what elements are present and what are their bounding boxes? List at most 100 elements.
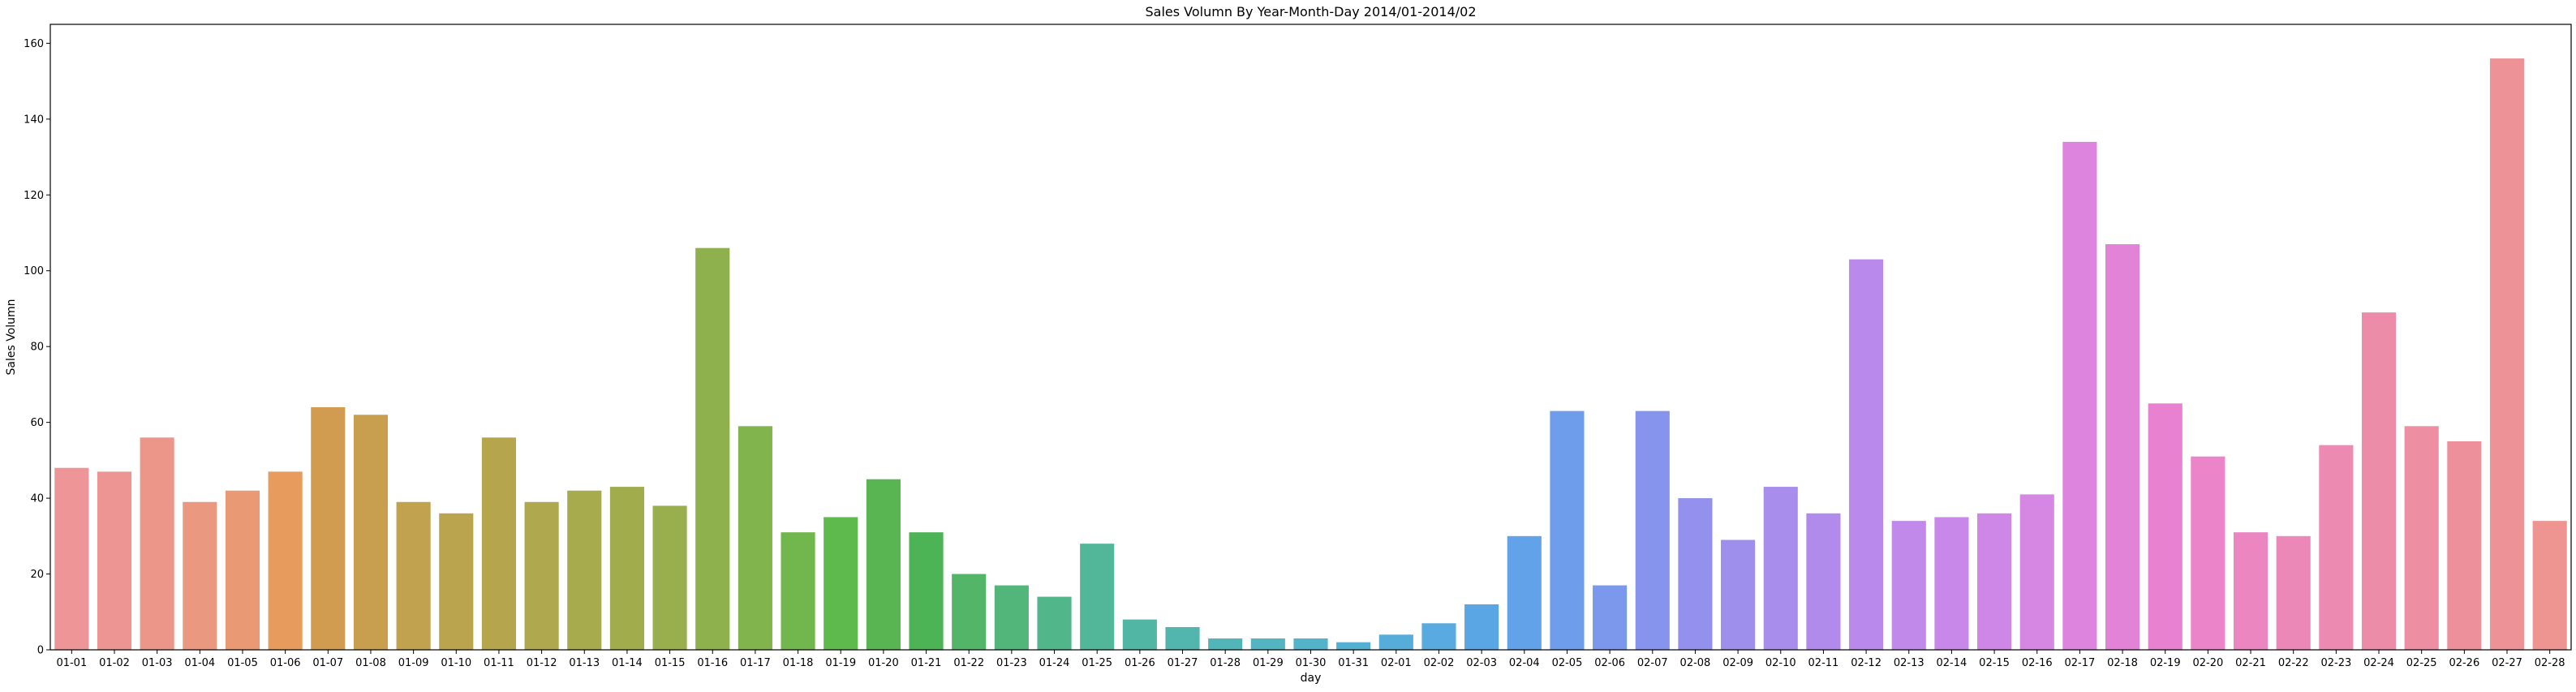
bar-01-13 <box>567 490 602 650</box>
y-tick-label: 160 <box>24 38 44 50</box>
bar-02-20 <box>2191 456 2226 650</box>
bar-01-07 <box>311 406 346 650</box>
x-tick-label: 02-08 <box>1680 657 1711 669</box>
bar-02-25 <box>2404 426 2439 650</box>
x-tick-label: 02-13 <box>1894 657 1924 669</box>
x-tick-label: 02-19 <box>2150 657 2181 669</box>
x-tick-label: 01-15 <box>655 657 686 669</box>
x-tick-label: 02-27 <box>2492 657 2522 669</box>
bar-01-28 <box>1208 638 1243 650</box>
x-tick-label: 02-01 <box>1381 657 1412 669</box>
x-tick-label: 01-07 <box>312 657 343 669</box>
x-tick-label: 01-25 <box>1082 657 1112 669</box>
x-tick-label: 02-03 <box>1466 657 1497 669</box>
bar-01-30 <box>1293 638 1328 650</box>
bar-01-16 <box>695 247 730 650</box>
bar-02-10 <box>1763 487 1798 650</box>
bar-01-15 <box>652 505 687 650</box>
bar-01-19 <box>824 517 858 650</box>
x-tick-label: 01-26 <box>1125 657 1155 669</box>
bar-02-08 <box>1678 498 1713 650</box>
x-tick-label: 01-17 <box>740 657 771 669</box>
bar-02-07 <box>1635 410 1670 650</box>
bar-02-18 <box>2105 244 2140 650</box>
bar-01-01 <box>54 467 89 650</box>
x-tick-label: 01-20 <box>868 657 899 669</box>
bar-01-21 <box>909 532 944 650</box>
bar-01-23 <box>994 585 1029 650</box>
bar-02-26 <box>2447 441 2482 650</box>
x-tick-label: 01-02 <box>99 657 130 669</box>
x-tick-label: 02-06 <box>1594 657 1625 669</box>
x-tick-label: 01-11 <box>484 657 514 669</box>
bar-01-09 <box>396 501 431 650</box>
x-tick-label: 02-10 <box>1765 657 1796 669</box>
x-tick-label: 01-18 <box>783 657 814 669</box>
x-axis-ticks: 01-01 01-02 01-03 01-04 01-05 01-06 01-07 01-08… <box>56 650 2565 669</box>
x-tick-label: 02-05 <box>1552 657 1583 669</box>
bar-01-03 <box>140 437 174 650</box>
x-tick-label: 02-02 <box>1424 657 1455 669</box>
x-tick-label: 02-24 <box>2363 657 2394 669</box>
bar-02-17 <box>2062 141 2097 650</box>
bar-01-22 <box>952 574 987 650</box>
x-tick-label: 01-19 <box>825 657 856 669</box>
x-tick-label: 02-21 <box>2235 657 2266 669</box>
x-tick-label: 01-23 <box>996 657 1027 669</box>
y-tick-label: 120 <box>24 190 44 202</box>
y-axis-label: Sales Volumn <box>5 299 18 375</box>
bar-01-12 <box>524 501 559 650</box>
bar-01-11 <box>481 437 517 650</box>
y-tick-label: 80 <box>30 342 44 354</box>
x-tick-label: 01-12 <box>527 657 557 669</box>
y-tick-label: 0 <box>37 645 44 657</box>
bars <box>54 58 2567 650</box>
bar-02-09 <box>1721 539 1756 650</box>
x-tick-label: 01-30 <box>1296 657 1327 669</box>
bar-01-20 <box>866 479 901 650</box>
x-axis-label: day <box>1301 672 1322 685</box>
x-tick-label: 02-17 <box>2065 657 2096 669</box>
bar-01-27 <box>1165 626 1200 650</box>
bar-02-22 <box>2276 535 2311 650</box>
bar-01-25 <box>1080 544 1115 650</box>
bar-02-05 <box>1550 410 1585 650</box>
bar-01-04 <box>183 501 217 650</box>
x-tick-label: 01-24 <box>1039 657 1070 669</box>
x-tick-label: 01-22 <box>953 657 984 669</box>
bar-01-18 <box>781 532 815 650</box>
x-tick-label: 02-26 <box>2449 657 2479 669</box>
x-tick-label: 01-09 <box>398 657 429 669</box>
x-tick-label: 01-04 <box>184 657 215 669</box>
x-tick-label: 01-08 <box>355 657 386 669</box>
x-tick-label: 01-10 <box>441 657 471 669</box>
bar-02-14 <box>1934 517 1969 650</box>
x-tick-label: 02-14 <box>1937 657 1967 669</box>
y-tick-label: 60 <box>30 417 44 429</box>
bar-02-04 <box>1507 535 1542 650</box>
x-tick-label: 02-12 <box>1851 657 1881 669</box>
bar-02-15 <box>1977 513 2012 650</box>
x-tick-label: 02-07 <box>1637 657 1668 669</box>
bar-02-21 <box>2233 532 2269 650</box>
x-tick-label: 01-28 <box>1210 657 1241 669</box>
bar-02-02 <box>1421 623 1456 650</box>
chart-title: Sales Volumn By Year-Month-Day 2014/01-2… <box>1145 4 1476 19</box>
bar-02-03 <box>1464 604 1499 650</box>
bar-01-24 <box>1037 596 1072 650</box>
bar-01-14 <box>609 487 644 650</box>
bar-01-29 <box>1250 638 1285 650</box>
x-tick-label: 02-11 <box>1808 657 1839 669</box>
x-tick-label: 01-13 <box>569 657 600 669</box>
x-tick-label: 02-15 <box>1979 657 2010 669</box>
x-tick-label: 02-18 <box>2107 657 2138 669</box>
x-tick-label: 01-31 <box>1338 657 1369 669</box>
bar-02-12 <box>1849 259 1884 650</box>
x-tick-label: 01-21 <box>911 657 942 669</box>
x-tick-label: 02-22 <box>2278 657 2309 669</box>
y-tick-label: 20 <box>30 569 44 581</box>
y-axis-ticks: 0 20 40 60 80 100 120 140 160 <box>24 38 50 657</box>
bar-01-06 <box>268 471 303 650</box>
bar-01-02 <box>97 471 132 650</box>
x-tick-label: 02-23 <box>2320 657 2351 669</box>
